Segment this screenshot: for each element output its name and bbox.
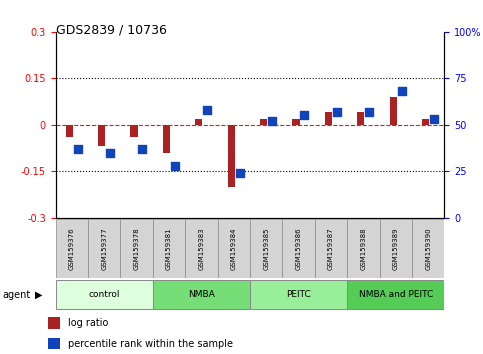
- FancyBboxPatch shape: [153, 219, 185, 278]
- Point: [333, 109, 341, 115]
- Point: [74, 146, 82, 152]
- Text: GSM159377: GSM159377: [101, 227, 107, 270]
- Point: [430, 116, 438, 122]
- Text: GSM159385: GSM159385: [263, 227, 269, 270]
- FancyBboxPatch shape: [56, 280, 153, 309]
- Bar: [66, 125, 73, 137]
- Point: [203, 107, 211, 113]
- Text: GSM159376: GSM159376: [69, 227, 75, 270]
- Text: GDS2839 / 10736: GDS2839 / 10736: [56, 23, 167, 36]
- Bar: [325, 113, 332, 125]
- Bar: [163, 125, 170, 153]
- FancyBboxPatch shape: [153, 280, 250, 309]
- Bar: [390, 97, 397, 125]
- Bar: [357, 113, 364, 125]
- Text: log ratio: log ratio: [68, 319, 108, 329]
- Text: GSM159378: GSM159378: [133, 227, 140, 270]
- Text: PEITC: PEITC: [286, 290, 311, 299]
- FancyBboxPatch shape: [217, 219, 250, 278]
- Text: GSM159383: GSM159383: [199, 227, 204, 270]
- FancyBboxPatch shape: [347, 219, 380, 278]
- Point: [300, 113, 308, 118]
- Text: control: control: [88, 290, 120, 299]
- Text: agent: agent: [2, 290, 30, 300]
- Bar: [422, 119, 429, 125]
- FancyBboxPatch shape: [412, 219, 444, 278]
- Point: [171, 163, 179, 169]
- Text: GSM159389: GSM159389: [393, 227, 399, 270]
- FancyBboxPatch shape: [120, 219, 153, 278]
- Text: NMBA: NMBA: [188, 290, 215, 299]
- Text: GSM159384: GSM159384: [231, 227, 237, 270]
- Point: [106, 150, 114, 155]
- Text: percentile rank within the sample: percentile rank within the sample: [68, 339, 233, 349]
- FancyBboxPatch shape: [250, 219, 283, 278]
- Text: GSM159387: GSM159387: [328, 227, 334, 270]
- Bar: [227, 125, 235, 187]
- Point: [139, 146, 146, 152]
- Text: GSM159381: GSM159381: [166, 227, 172, 270]
- Text: NMBA and PEITC: NMBA and PEITC: [359, 290, 433, 299]
- Point: [365, 109, 373, 115]
- FancyBboxPatch shape: [88, 219, 120, 278]
- Bar: [292, 119, 299, 125]
- Text: GSM159390: GSM159390: [425, 227, 431, 270]
- Bar: [48, 317, 60, 329]
- Text: GSM159386: GSM159386: [296, 227, 301, 270]
- Bar: [260, 119, 267, 125]
- Bar: [130, 125, 138, 137]
- Point: [268, 118, 276, 124]
- FancyBboxPatch shape: [185, 219, 217, 278]
- Text: GSM159388: GSM159388: [360, 227, 367, 270]
- FancyBboxPatch shape: [347, 280, 444, 309]
- Text: ▶: ▶: [35, 290, 43, 300]
- Point: [398, 88, 405, 94]
- Point: [236, 170, 243, 176]
- Bar: [195, 119, 202, 125]
- FancyBboxPatch shape: [250, 280, 347, 309]
- FancyBboxPatch shape: [56, 219, 88, 278]
- FancyBboxPatch shape: [283, 219, 315, 278]
- FancyBboxPatch shape: [315, 219, 347, 278]
- Bar: [98, 125, 105, 147]
- FancyBboxPatch shape: [380, 219, 412, 278]
- Bar: [48, 338, 60, 349]
